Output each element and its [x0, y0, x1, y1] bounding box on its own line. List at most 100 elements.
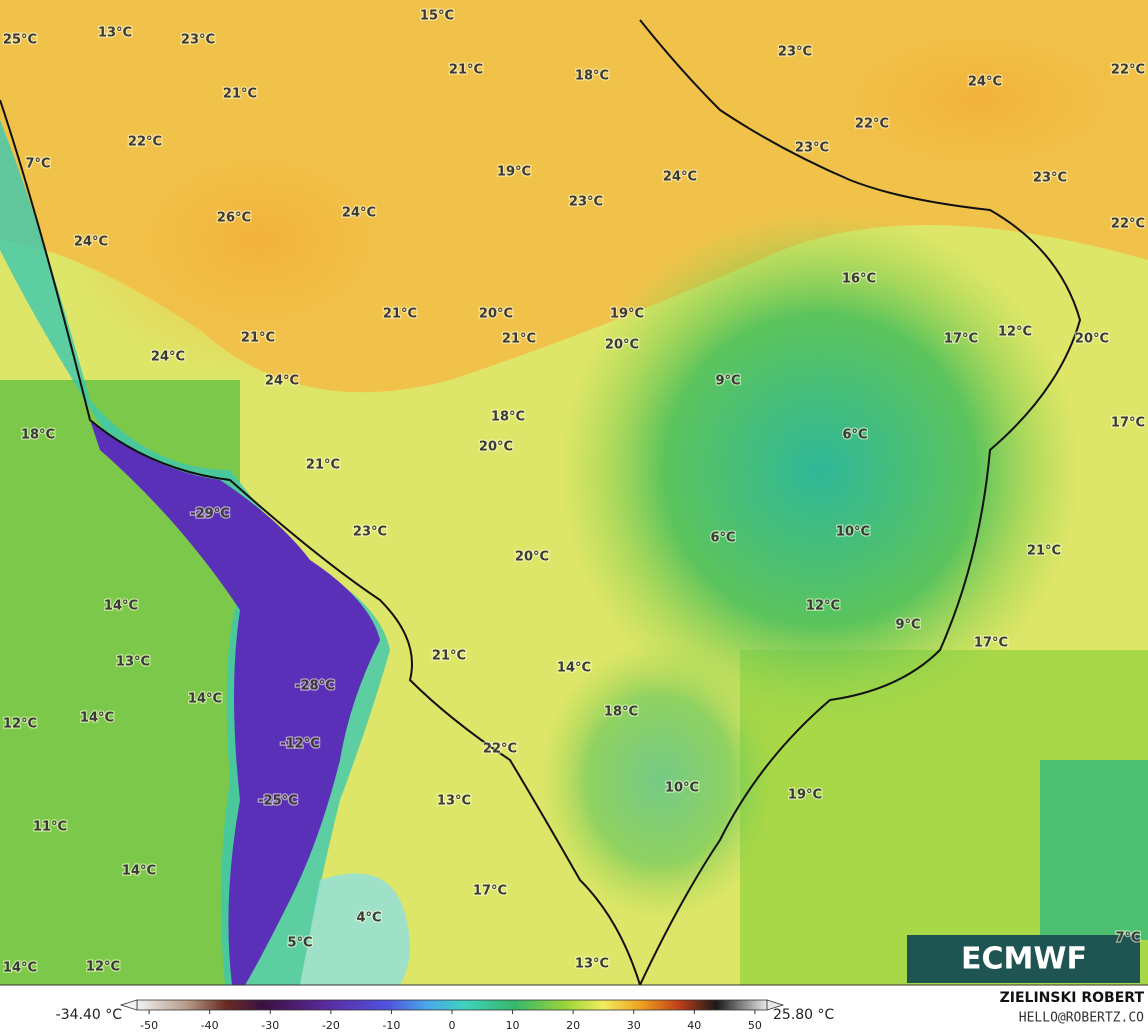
- temperature-label: 22°C: [128, 135, 162, 150]
- temperature-label: 21°C: [449, 63, 483, 78]
- temperature-label: 14°C: [122, 864, 156, 879]
- temperature-label: 17°C: [1111, 416, 1145, 431]
- colorbar-tick-label: 50: [748, 1019, 762, 1032]
- temperature-label: 17°C: [473, 884, 507, 899]
- temperature-label: 10°C: [836, 525, 870, 540]
- colorbar-tick-label: -10: [382, 1019, 400, 1032]
- temperature-label: 26°C: [217, 211, 251, 226]
- temperature-label: 20°C: [479, 440, 513, 455]
- temperature-label: 12°C: [3, 717, 37, 732]
- temperature-label: 18°C: [604, 705, 638, 720]
- temperature-label: 13°C: [575, 957, 609, 972]
- temperature-label: 18°C: [21, 428, 55, 443]
- temperature-label: 20°C: [605, 338, 639, 353]
- temperature-label: 13°C: [116, 655, 150, 670]
- temperature-label: 24°C: [74, 235, 108, 250]
- logo-box: [907, 935, 1140, 983]
- patagonia: [300, 873, 410, 985]
- temperature-label: -25°C: [258, 794, 298, 809]
- temperature-label: 21°C: [383, 307, 417, 322]
- temperature-label: 18°C: [491, 410, 525, 425]
- temperature-label: 14°C: [80, 711, 114, 726]
- temperature-label: -12°C: [280, 737, 320, 752]
- colorbar-tick-label: 40: [687, 1019, 701, 1032]
- temperature-label: 12°C: [86, 960, 120, 975]
- colorbar-tick-label: -30: [261, 1019, 279, 1032]
- temperature-label: 21°C: [432, 649, 466, 664]
- temperature-label: -28°C: [295, 679, 335, 694]
- temperature-label: 11°C: [33, 820, 67, 835]
- colorbar-tick-label: -40: [201, 1019, 219, 1032]
- temperature-label: 23°C: [181, 33, 215, 48]
- temperature-label: 23°C: [1033, 171, 1067, 186]
- temperature-label: 17°C: [944, 332, 978, 347]
- temperature-label: 18°C: [575, 69, 609, 84]
- colorbar-tick-label: 0: [449, 1019, 456, 1032]
- colorbar-tick-label: 30: [627, 1019, 641, 1032]
- temperature-label: 23°C: [569, 195, 603, 210]
- temperature-label: 23°C: [353, 525, 387, 540]
- temperature-label: 19°C: [788, 788, 822, 803]
- temperature-label: 19°C: [497, 165, 531, 180]
- colorbar-tick-label: 10: [506, 1019, 520, 1032]
- temperature-label: 24°C: [968, 75, 1002, 90]
- colorbar-min: -34.40 °C: [56, 1007, 123, 1023]
- temperature-label: 21°C: [223, 87, 257, 102]
- temperature-label: 23°C: [795, 141, 829, 156]
- temperature-label: 19°C: [610, 307, 644, 322]
- temperature-label: 24°C: [342, 206, 376, 221]
- temperature-label: 20°C: [479, 307, 513, 322]
- temperature-label: 9°C: [895, 618, 920, 633]
- temperature-label: 6°C: [842, 428, 867, 443]
- temperature-label: 4°C: [356, 911, 381, 926]
- warm-core: [60, 100, 460, 380]
- logo: ECMWF: [961, 942, 1087, 977]
- warm-core: [760, 0, 1148, 210]
- temperature-label: 21°C: [306, 458, 340, 473]
- temperature-label: 21°C: [502, 332, 536, 347]
- temperature-label: 22°C: [1111, 217, 1145, 232]
- temperature-label: 13°C: [437, 794, 471, 809]
- temperature-label: 16°C: [842, 272, 876, 287]
- temperature-label: 12°C: [998, 325, 1032, 340]
- colorbar-tick-label: -20: [322, 1019, 340, 1032]
- cool-south: [540, 640, 780, 920]
- temperature-label: 6°C: [710, 531, 735, 546]
- cool-plateau: [560, 210, 1080, 730]
- temperature-label: 22°C: [483, 742, 517, 757]
- andes-cold: [90, 420, 380, 985]
- temperature-label: 22°C: [1111, 63, 1145, 78]
- temperature-label: 25°C: [3, 33, 37, 48]
- colorbar-tick-label: 20: [566, 1019, 580, 1032]
- temperature-label: 21°C: [241, 331, 275, 346]
- colorbar-end: [766, 999, 785, 1011]
- temperature-label: 23°C: [778, 45, 812, 60]
- temperature-label: 21°C: [1027, 544, 1061, 559]
- temperature-label: 14°C: [557, 661, 591, 676]
- temperature-label: 20°C: [1075, 332, 1109, 347]
- temperature-label: 10°C: [665, 781, 699, 796]
- atlantic-cool: [1040, 760, 1148, 940]
- temperature-label: -29°C: [190, 507, 230, 522]
- temperature-label: 14°C: [188, 692, 222, 707]
- colorbar-end: [119, 999, 138, 1011]
- temperature-label: 14°C: [104, 599, 138, 614]
- temperature-label: 22°C: [855, 117, 889, 132]
- temperature-label: 5°C: [287, 936, 312, 951]
- colorbar-tick-label: -50: [140, 1019, 158, 1032]
- colorbar-max: 25.80 °C: [773, 1007, 835, 1023]
- temperature-label: 9°C: [715, 374, 740, 389]
- temperature-label: 20°C: [515, 550, 549, 565]
- colorbar: [136, 999, 768, 1011]
- email: HELLO@ROBERTZ.CO: [1019, 1011, 1144, 1026]
- temperature-label: 24°C: [151, 350, 185, 365]
- temperature-label: 7°C: [25, 157, 50, 172]
- temperature-label: 7°C: [1115, 931, 1140, 946]
- temperature-label: 24°C: [265, 374, 299, 389]
- coastline: [0, 19, 1082, 986]
- author: ZIELINSKI ROBERT: [1000, 990, 1145, 1006]
- temperature-label: 14°C: [3, 961, 37, 976]
- temperature-label: 24°C: [663, 170, 697, 185]
